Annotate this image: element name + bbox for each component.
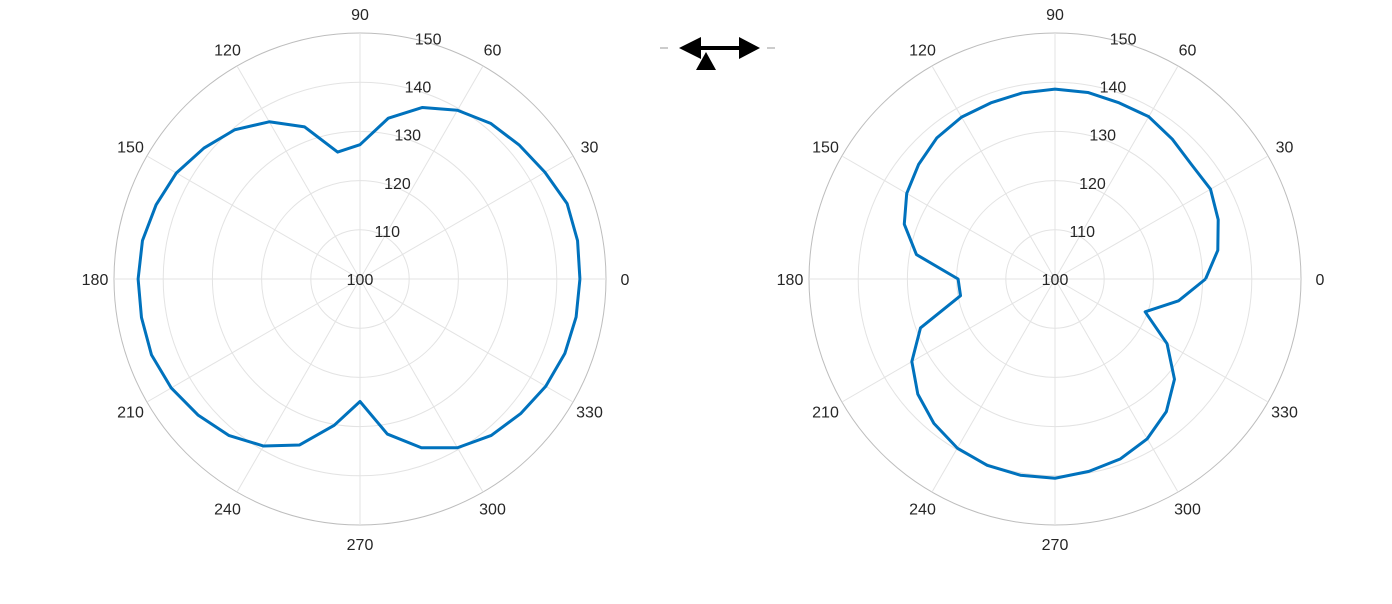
theta-tick-label: 120: [214, 43, 241, 60]
double-arrow-with-triangle-icon[interactable]: [660, 37, 775, 70]
theta-grid-spoke: [359, 278, 574, 403]
theta-grid-spoke: [359, 65, 484, 280]
theta-grid-spoke: [236, 278, 361, 493]
theta-tick-label: 90: [1046, 7, 1064, 24]
r-tick-label: 140: [405, 80, 432, 97]
r-tick-label: 100: [1042, 272, 1069, 289]
arrow-head-left: [679, 37, 701, 59]
theta-tick-label: 120: [909, 43, 936, 60]
theta-tick-label: 240: [214, 501, 241, 518]
r-tick-label: 140: [1100, 80, 1127, 97]
theta-tick-label: 270: [347, 537, 374, 554]
r-tick-label: 130: [394, 128, 421, 145]
theta-tick-label: 270: [1042, 537, 1069, 554]
theta-grid-spoke: [359, 278, 484, 493]
theta-grid-spoke: [359, 155, 574, 280]
arrow-head-right: [739, 37, 760, 59]
theta-tick-label: 150: [117, 140, 144, 157]
theta-tick-label: 150: [812, 140, 839, 157]
theta-grid-spoke: [841, 278, 1056, 403]
r-tick-label: 120: [1079, 176, 1106, 193]
triangle-marker: [696, 52, 716, 70]
theta-grid-spoke: [1054, 278, 1179, 493]
theta-grid-spoke: [1054, 65, 1179, 280]
theta-tick-label: 330: [576, 405, 603, 422]
theta-tick-label: 0: [621, 272, 630, 289]
theta-grid-spoke: [146, 278, 361, 403]
theta-tick-label: 30: [581, 140, 599, 157]
theta-grid-spoke: [931, 65, 1056, 280]
r-tick-label: 110: [374, 224, 400, 241]
r-tick-label: 150: [415, 31, 442, 48]
r-tick-label: 120: [384, 176, 411, 193]
polar-plot-right: 0 30 60 90 120 150 180 210 240 270 300 330 100 110 120…: [777, 7, 1325, 554]
theta-grid-spoke: [1054, 155, 1269, 280]
theta-tick-label: 240: [909, 501, 936, 518]
theta-tick-label: 60: [1179, 43, 1197, 60]
theta-grid-spoke: [1054, 278, 1269, 403]
theta-tick-label: 60: [484, 43, 502, 60]
r-tick-label: 110: [1069, 224, 1095, 241]
theta-grid-spoke: [146, 155, 361, 280]
polar-plot-left: 0 30 60 90 120 150 180 210 240 270 300 330 100 110 120…: [82, 7, 630, 554]
r-tick-label: 100: [347, 272, 374, 289]
theta-tick-label: 210: [812, 405, 839, 422]
theta-tick-label: 330: [1271, 405, 1298, 422]
theta-grid-spoke: [931, 278, 1056, 493]
theta-tick-label: 300: [479, 501, 506, 518]
r-tick-label: 150: [1110, 31, 1137, 48]
theta-tick-label: 210: [117, 405, 144, 422]
theta-tick-label: 90: [351, 7, 369, 24]
theta-grid-spoke: [841, 155, 1056, 280]
theta-grid-spoke: [236, 65, 361, 280]
theta-tick-label: 0: [1316, 272, 1325, 289]
theta-tick-label: 30: [1276, 140, 1294, 157]
theta-tick-label: 180: [82, 272, 109, 289]
theta-tick-label: 180: [777, 272, 804, 289]
theta-tick-label: 300: [1174, 501, 1201, 518]
r-tick-label: 130: [1089, 128, 1116, 145]
